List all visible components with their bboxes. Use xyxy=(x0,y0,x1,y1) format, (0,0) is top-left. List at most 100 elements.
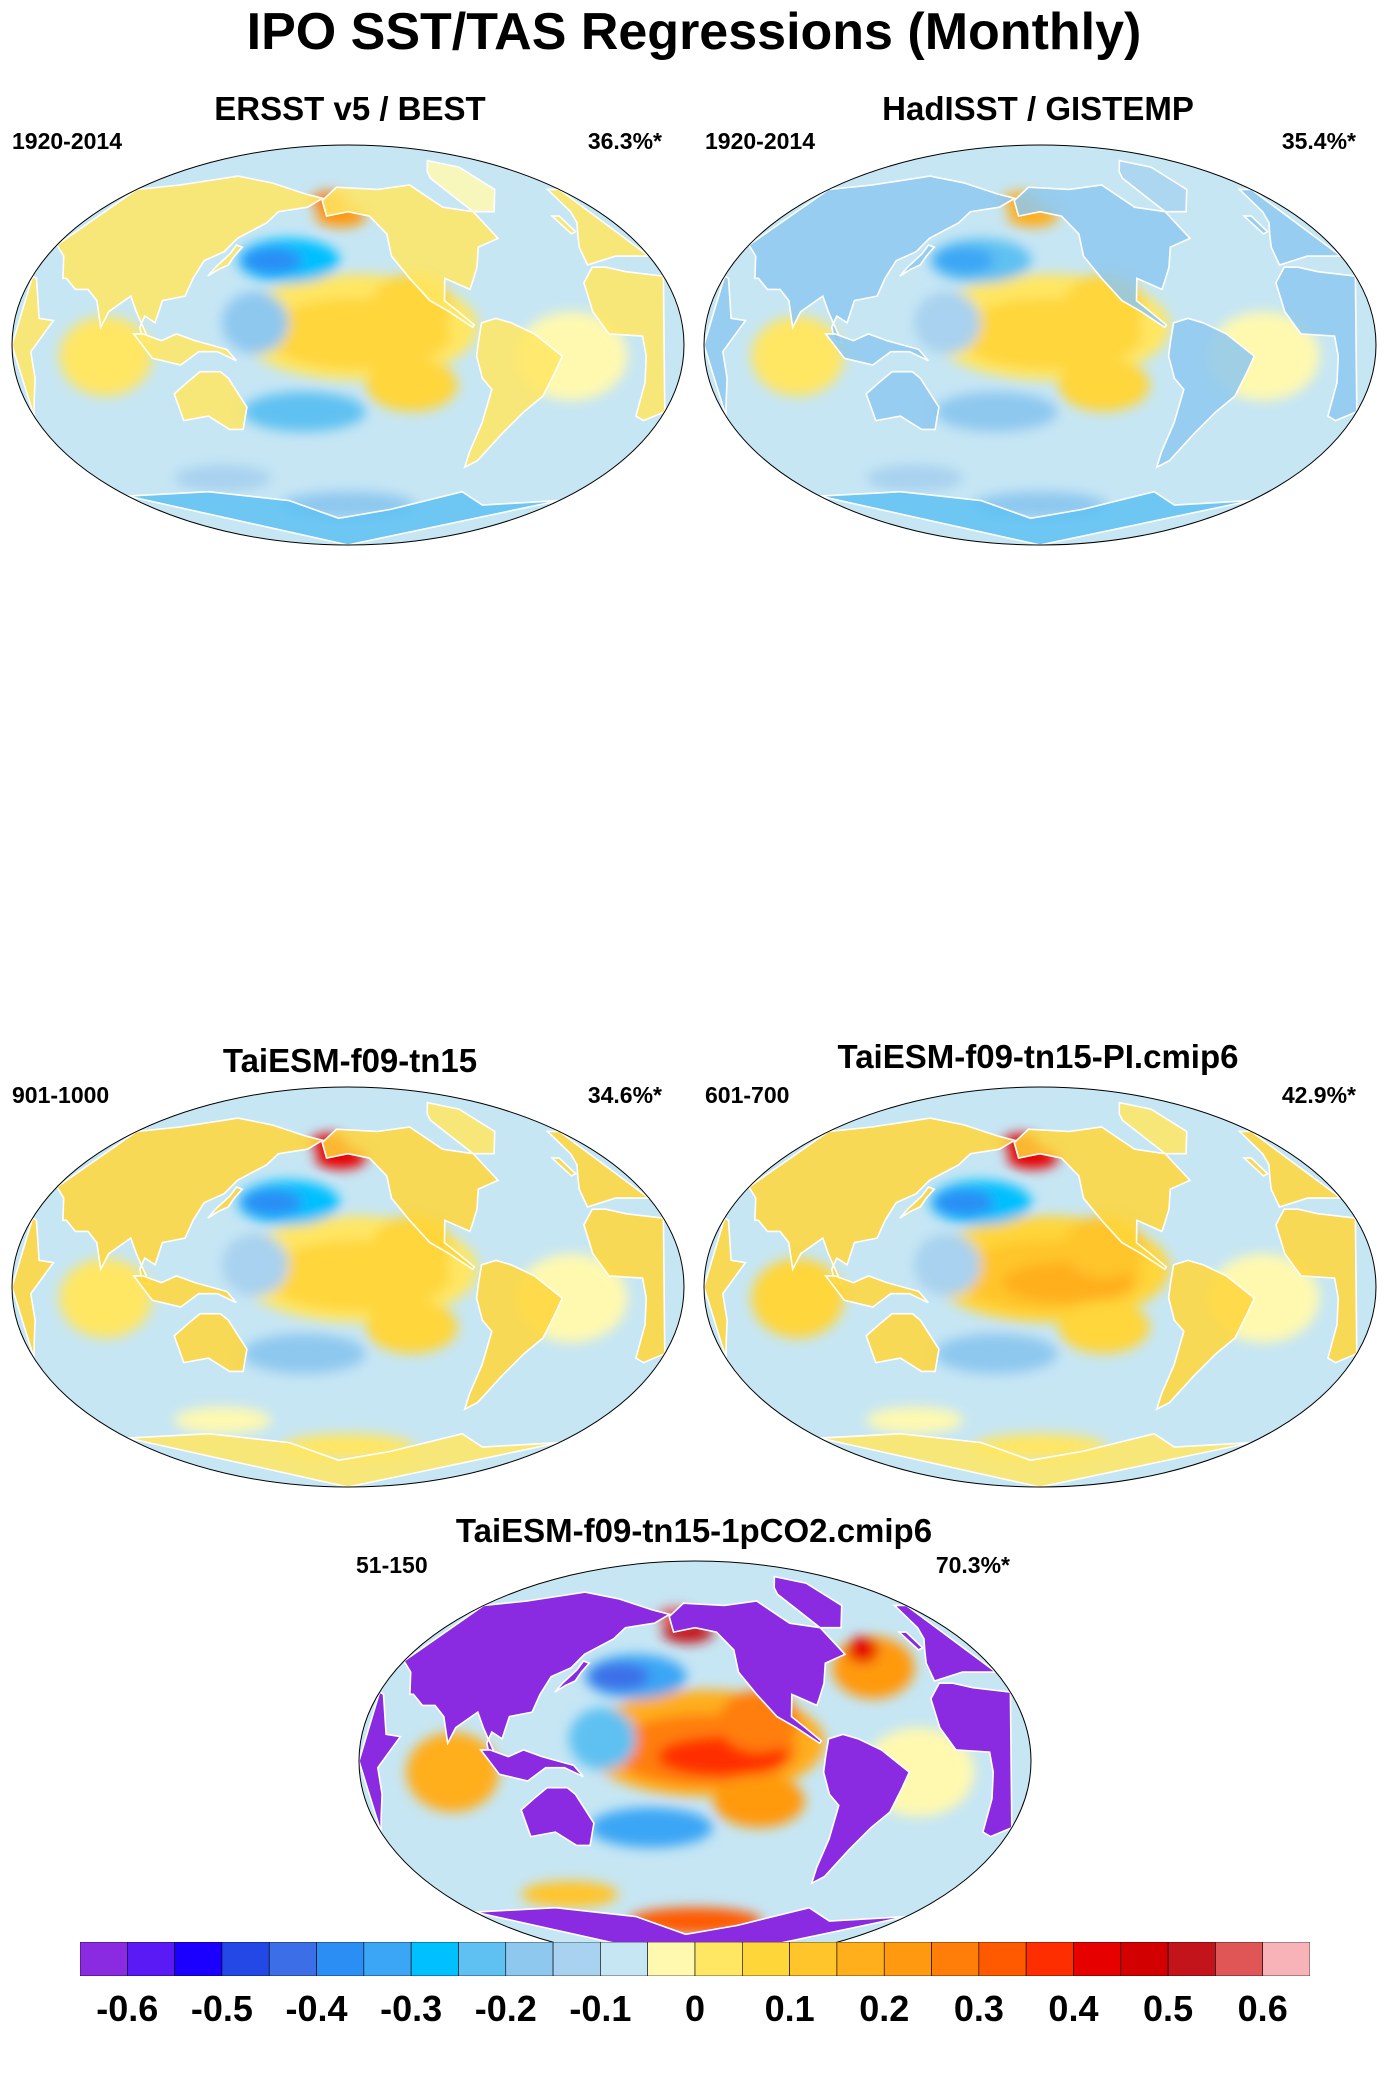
land-namerica xyxy=(1013,1126,1192,1271)
colorbar-swatch xyxy=(458,1941,507,1977)
colorbar-tick-label: 0.2 xyxy=(859,1988,910,2029)
colorbar-tick-label: -0.5 xyxy=(190,1988,253,2029)
pattern-south-pacific-cold xyxy=(242,391,366,432)
pattern-north-pacific-cold-core xyxy=(241,247,303,274)
pattern-southern-ocean-indian xyxy=(521,1881,619,1908)
colorbar-labels: -0.6 -0.5 -0.4 -0.3 -0.2 -0.1 0 0.1 0.2 0.3 0.4 0.5… xyxy=(80,1988,1310,2032)
pattern-south-pacific-cold xyxy=(589,1807,713,1848)
colorbar-swatch xyxy=(221,1941,270,1977)
colorbar-swatches xyxy=(79,1941,1311,1977)
land-samerica xyxy=(1155,1259,1256,1411)
land-africa_r xyxy=(12,274,55,417)
colorbar-swatch xyxy=(883,1941,932,1977)
map-border xyxy=(11,144,685,546)
colorbar-swatch xyxy=(978,1941,1027,1977)
pattern-southeast-pacific-arm xyxy=(1058,358,1150,412)
land-namerica xyxy=(321,1126,500,1271)
colorbar-swatch xyxy=(694,1941,743,1977)
pattern-north-pacific-cold-core xyxy=(588,1663,650,1690)
land-eurasia xyxy=(747,175,1017,345)
land-uk xyxy=(550,215,577,235)
land-eurasia xyxy=(747,1117,1017,1287)
map-taiesm xyxy=(11,1086,685,1488)
panel-period: 51-150 xyxy=(356,1552,428,1578)
land-samerica xyxy=(1155,317,1256,469)
colorbar-swatch xyxy=(1167,1941,1216,1977)
panel-title: TaiESM-f09-tn15 xyxy=(222,1042,478,1079)
panel-period: 601-700 xyxy=(705,1082,790,1108)
panel-variance: 34.6%* xyxy=(587,1082,662,1108)
panel-title: TaiESM-f09-tn15-1pCO2.cmip6 xyxy=(455,1512,933,1549)
land-australia xyxy=(520,1786,595,1847)
pattern-southern-ocean-indian xyxy=(174,1407,272,1434)
colorbar-swatch xyxy=(1073,1941,1122,1977)
land-indonesia xyxy=(824,333,929,366)
land-australia xyxy=(173,370,248,431)
pattern-southeast-pacific-arm xyxy=(366,358,458,412)
pattern-indian-ocean xyxy=(406,1732,500,1813)
map-border xyxy=(703,1086,1377,1488)
colorbar-swatch xyxy=(1215,1941,1263,1977)
land-eurasia xyxy=(55,1117,325,1287)
map-taiesm-1pco2 xyxy=(358,1560,1032,1962)
panel-title: TaiESM-f09-tn15-PI.cmip6 xyxy=(837,1038,1239,1075)
pattern-southern-ocean-indian xyxy=(866,465,964,492)
pattern-west-pacific-cold xyxy=(221,291,289,354)
pattern-north-pacific-cold-core xyxy=(241,1189,303,1216)
pattern-west-pacific-cold xyxy=(913,1233,981,1296)
land-africa_r xyxy=(12,1216,55,1359)
colorbar-swatch xyxy=(742,1941,790,1977)
land-africa_l xyxy=(1275,1208,1358,1364)
colorbar-tick-label: 0.5 xyxy=(1143,1988,1194,2029)
land-uk xyxy=(1242,215,1269,235)
pattern-south-pacific-cold xyxy=(934,1333,1058,1374)
land-japan xyxy=(899,1186,936,1219)
colorbar-swatch xyxy=(1120,1941,1169,1977)
pattern-southeast-pacific-arm xyxy=(1058,1300,1150,1354)
land-japan xyxy=(207,244,244,277)
colorbar-swatch xyxy=(127,1941,175,1977)
colorbar-tick-label: 0.3 xyxy=(953,1988,1004,2029)
land-antarctica xyxy=(819,490,1252,545)
land-greenland xyxy=(1118,159,1188,213)
land-africa_r xyxy=(704,1216,747,1359)
colorbar-tick-label: -0.3 xyxy=(380,1988,443,2029)
land-uk xyxy=(550,1157,577,1177)
colorbar-tick-label: -0.4 xyxy=(285,1988,348,2029)
land-namerica xyxy=(668,1600,847,1745)
panel-period: 901-1000 xyxy=(12,1082,110,1108)
panel-variance: 36.3%* xyxy=(587,128,662,154)
map-ersst xyxy=(11,144,685,546)
pattern-southern-ocean-indian xyxy=(866,1407,964,1434)
pattern-southern-ocean-indian xyxy=(174,465,272,492)
colorbar-swatch xyxy=(1262,1941,1311,1977)
pattern-southeast-pacific-arm xyxy=(366,1300,458,1354)
land-greenland xyxy=(1118,1101,1188,1155)
colorbar-swatch xyxy=(1025,1941,1074,1977)
land-africa_r xyxy=(359,1690,402,1833)
land-europe_l xyxy=(892,1604,999,1682)
colorbar-swatch xyxy=(505,1941,554,1977)
land-japan xyxy=(899,244,936,277)
land-africa_l xyxy=(1275,266,1358,422)
pattern-west-pacific-cold xyxy=(913,291,981,354)
land-europe_l xyxy=(545,1130,652,1208)
pattern-north-atlantic-core xyxy=(847,1636,879,1664)
land-japan xyxy=(554,1660,591,1693)
colorbar: -0.6 -0.5 -0.4 -0.3 -0.2 -0.1 0 0.1 0.2 0.3 0.4 0.5… xyxy=(79,1941,1311,2029)
land-eurasia xyxy=(55,175,325,345)
land-africa_l xyxy=(583,266,666,422)
land-namerica xyxy=(1013,184,1192,329)
land-indonesia xyxy=(479,1749,584,1782)
land-indonesia xyxy=(132,1275,237,1308)
land-greenland xyxy=(426,1101,496,1155)
panel-period: 1920-2014 xyxy=(705,128,815,154)
colorbar-swatch xyxy=(789,1941,838,1977)
land-antarctica xyxy=(127,490,560,545)
land-japan xyxy=(207,1186,244,1219)
land-antarctica xyxy=(127,1432,560,1487)
land-indonesia xyxy=(824,1275,929,1308)
land-indonesia xyxy=(132,333,237,366)
panel-title: HadISST / GISTEMP xyxy=(882,90,1194,127)
colorbar-swatch xyxy=(410,1941,459,1977)
